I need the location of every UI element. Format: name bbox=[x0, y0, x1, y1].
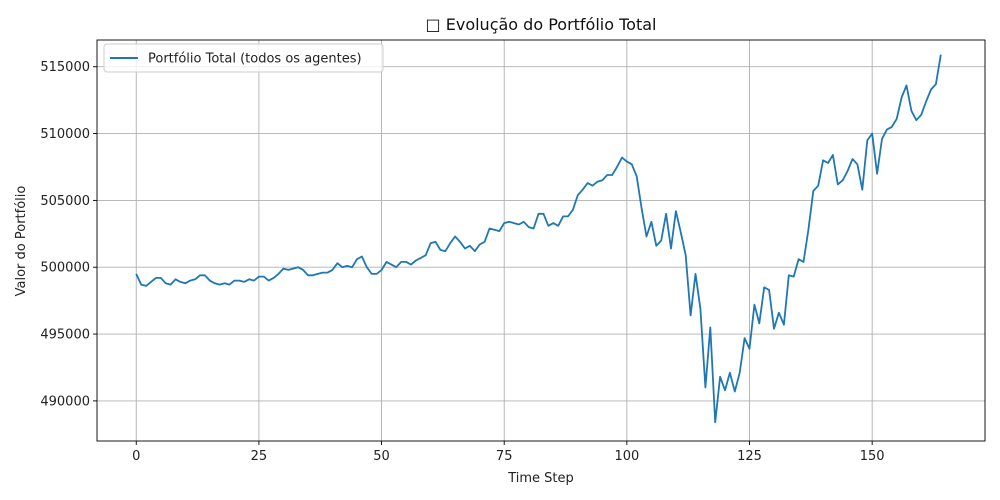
y-tick-label: 505000 bbox=[40, 194, 90, 209]
x-tick-label: 50 bbox=[373, 449, 390, 464]
y-tick-label: 500000 bbox=[40, 261, 90, 276]
x-tick-label: 125 bbox=[737, 449, 762, 464]
x-tick-label: 25 bbox=[251, 449, 268, 464]
y-tick-label: 515000 bbox=[40, 60, 90, 75]
x-tick-label: 75 bbox=[496, 449, 513, 464]
y-axis: 490000 495000 500000 505000 510000 515000 bbox=[40, 60, 97, 409]
chart-title: □ Evolução do Portfólio Total bbox=[426, 15, 657, 34]
x-axis: 0 25 50 75 100 125 150 bbox=[132, 441, 885, 464]
y-tick-label: 510000 bbox=[40, 127, 90, 142]
series-lines bbox=[135, 54, 942, 424]
x-tick-label: 100 bbox=[614, 449, 639, 464]
legend-label: Portfólio Total (todos os agentes) bbox=[148, 52, 362, 67]
legend-box bbox=[103, 43, 384, 73]
x-tick-label: 150 bbox=[860, 449, 885, 464]
series-line bbox=[135, 54, 942, 424]
x-axis-label: Time Step bbox=[507, 471, 574, 486]
y-tick-label: 495000 bbox=[40, 328, 90, 343]
grid-lines bbox=[97, 40, 985, 441]
legend: Portfólio Total (todos os agentes) bbox=[103, 43, 384, 73]
y-axis-label: Valor do Portfólio bbox=[14, 186, 29, 297]
y-tick-label: 490000 bbox=[40, 394, 90, 409]
x-tick-label: 0 bbox=[132, 449, 140, 464]
plot-area-frame bbox=[96, 39, 986, 442]
